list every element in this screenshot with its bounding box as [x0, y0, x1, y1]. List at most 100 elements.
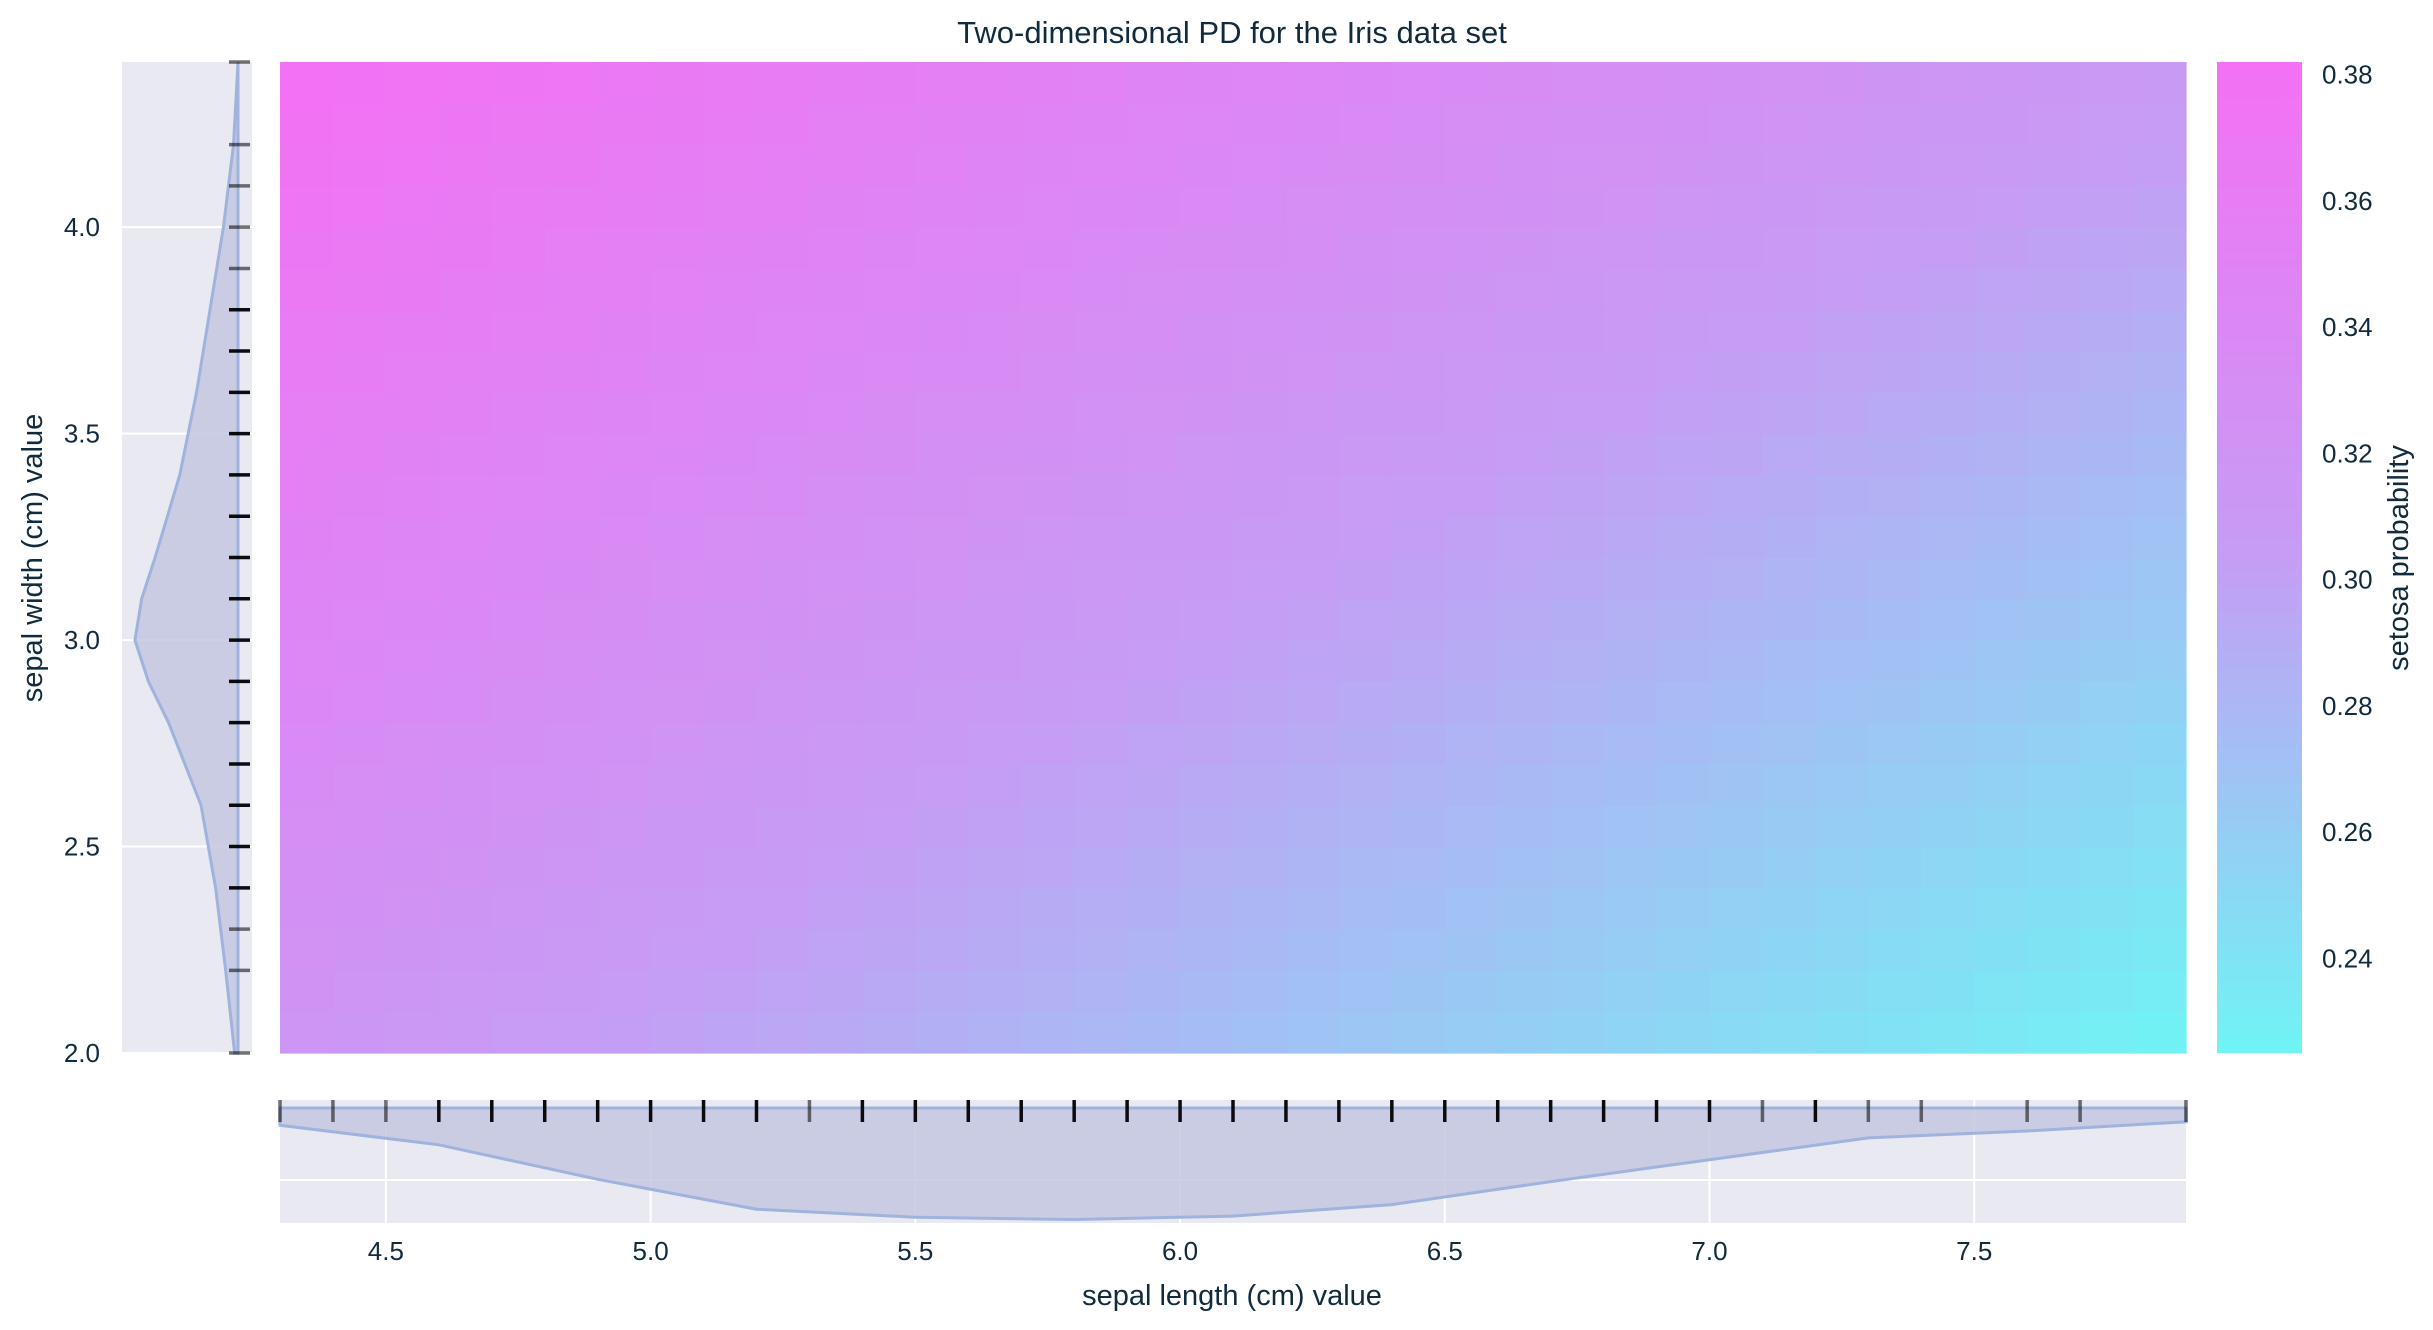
heatmap-cell	[1974, 887, 2028, 930]
heatmap-cell	[650, 640, 705, 682]
heatmap-cell	[385, 392, 440, 435]
heatmap-cell	[915, 227, 969, 270]
heatmap-cell	[280, 681, 334, 724]
heatmap-cell	[1074, 144, 1128, 187]
colorbar-tick-label: 0.38	[2322, 60, 2373, 90]
heatmap-cell	[809, 598, 863, 641]
heatmap-cell	[1921, 351, 1975, 393]
heatmap-cell	[1233, 433, 1287, 476]
heatmap-cell	[332, 433, 387, 476]
heatmap-cell	[968, 474, 1022, 517]
heatmap-cell	[491, 392, 546, 435]
heatmap-cell	[1497, 474, 1552, 517]
heatmap-cell	[1603, 929, 1658, 972]
heatmap-cell	[491, 433, 546, 476]
heatmap-cell	[2027, 185, 2081, 228]
heatmap-cell	[2133, 557, 2187, 600]
heatmap-cell	[703, 309, 758, 352]
heatmap-cell	[1974, 805, 2028, 848]
heatmap-cell	[809, 887, 863, 930]
heatmap-cell	[1656, 887, 1711, 930]
heatmap-cell	[1921, 598, 1975, 641]
heatmap-cell	[1974, 309, 2028, 352]
heatmap-cell	[1074, 185, 1128, 228]
heatmap-cell	[1444, 392, 1499, 435]
heatmap-cell	[385, 929, 440, 972]
heatmap-cell	[703, 392, 758, 435]
heatmap-cell	[1868, 309, 1922, 352]
colorbar-tick-label: 0.32	[2322, 438, 2373, 468]
heatmap-cell	[280, 351, 334, 393]
heatmap-cell	[1180, 970, 1234, 1013]
heatmap-cell	[1762, 1011, 1816, 1054]
heatmap-cell	[1868, 887, 1922, 930]
heatmap-cell	[1656, 62, 1711, 104]
heatmap-cell	[756, 392, 811, 435]
heatmap-cell	[1974, 433, 2028, 476]
heatmap-cell	[1815, 474, 1869, 517]
heatmap-cell	[1868, 144, 1922, 187]
heatmap-cell	[385, 887, 440, 930]
heatmap-cell	[1709, 929, 1764, 972]
heatmap-cell	[1815, 887, 1869, 930]
heatmap-cell	[385, 62, 440, 104]
heatmap-cell	[438, 1011, 493, 1054]
heatmap-cell	[1127, 144, 1181, 187]
heatmap-cell	[1338, 681, 1393, 724]
heatmap-cell	[1180, 144, 1234, 187]
heatmap-cell	[862, 309, 916, 352]
heatmap-cell	[1233, 144, 1287, 187]
heatmap-cell	[1974, 763, 2028, 806]
heatmap-cell	[1233, 103, 1287, 146]
heatmap-cell	[809, 351, 863, 393]
heatmap-cell	[491, 103, 546, 146]
heatmap-cell	[1815, 846, 1869, 889]
heatmap-cell	[1709, 640, 1764, 682]
heatmap-cell	[968, 392, 1022, 435]
heatmap-cell	[2080, 516, 2134, 559]
heatmap-cell	[1497, 557, 1552, 600]
heatmap-cell	[756, 763, 811, 806]
heatmap-cell	[1285, 227, 1340, 270]
heatmap-cell	[544, 640, 599, 682]
heatmap-cell	[1656, 681, 1711, 724]
heatmap-cell	[2133, 681, 2187, 724]
y-tick-label: 3.0	[64, 625, 100, 655]
heatmap-cell	[1815, 516, 1869, 559]
heatmap-cell	[332, 929, 387, 972]
heatmap-cell	[1709, 887, 1764, 930]
heatmap-cell	[1233, 846, 1287, 889]
heatmap-cell	[1550, 227, 1605, 270]
heatmap-cell	[756, 351, 811, 393]
heatmap-cell	[1444, 103, 1499, 146]
heatmap-cell	[1603, 805, 1658, 848]
heatmap-cell	[2133, 970, 2187, 1013]
heatmap-cell	[915, 598, 969, 641]
heatmap-cell	[1656, 598, 1711, 641]
y-tick-label: 2.5	[64, 832, 100, 862]
heatmap-cell	[2133, 598, 2187, 641]
heatmap-cell	[1074, 970, 1128, 1013]
heatmap-cell	[1603, 309, 1658, 352]
heatmap-cell	[1974, 392, 2028, 435]
heatmap-cell	[1550, 1011, 1605, 1054]
heatmap-cell	[2027, 929, 2081, 972]
heatmap-cell	[1180, 433, 1234, 476]
heatmap-cell	[756, 433, 811, 476]
heatmap-cell	[1550, 62, 1605, 104]
colorbar-tick-label: 0.30	[2322, 565, 2373, 595]
heatmap-cell	[1762, 351, 1816, 393]
heatmap-cell	[1868, 474, 1922, 517]
colorbar-tick-label: 0.24	[2322, 943, 2373, 973]
colorbar-tick-label: 0.36	[2322, 186, 2373, 216]
heatmap-cell	[915, 681, 969, 724]
heatmap-cell	[756, 309, 811, 352]
heatmap-cell	[1127, 722, 1181, 765]
heatmap-cell	[1497, 62, 1552, 104]
heatmap-cell	[280, 268, 334, 311]
heatmap-cell	[862, 227, 916, 270]
heatmap-cell	[915, 392, 969, 435]
heatmap-cell	[491, 681, 546, 724]
heatmap-cell	[1127, 929, 1181, 972]
heatmap-cell	[438, 722, 493, 765]
